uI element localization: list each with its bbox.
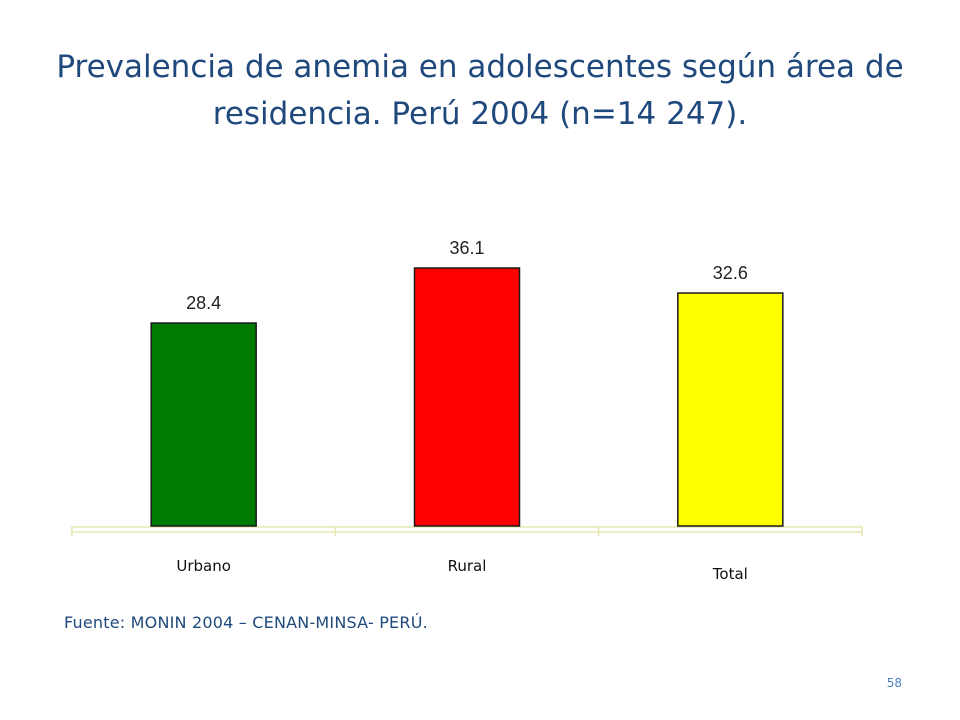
- slide-title: Prevalencia de anemia en adolescentes se…: [40, 44, 920, 138]
- bar-total: [677, 292, 784, 527]
- bar-urbano: [150, 322, 257, 527]
- data-label-urbano: 28.4: [186, 293, 221, 313]
- bar-rural: [413, 267, 521, 527]
- data-label-total: 32.6: [713, 263, 748, 283]
- category-label-rural: Rural: [448, 557, 487, 575]
- data-label-rural: 36.1: [449, 238, 484, 258]
- slide-title-line-2: residencia. Perú 2004 (n=14 247).: [212, 96, 748, 132]
- category-label-total: Total: [712, 565, 748, 583]
- slide-title-line-1: Prevalencia de anemia en adolescentes se…: [56, 49, 904, 85]
- category-label-urbano: Urbano: [176, 557, 231, 575]
- page-number: 58: [886, 676, 902, 690]
- source-note: Fuente: MONIN 2004 – CENAN-MINSA- PERÚ.: [64, 613, 428, 632]
